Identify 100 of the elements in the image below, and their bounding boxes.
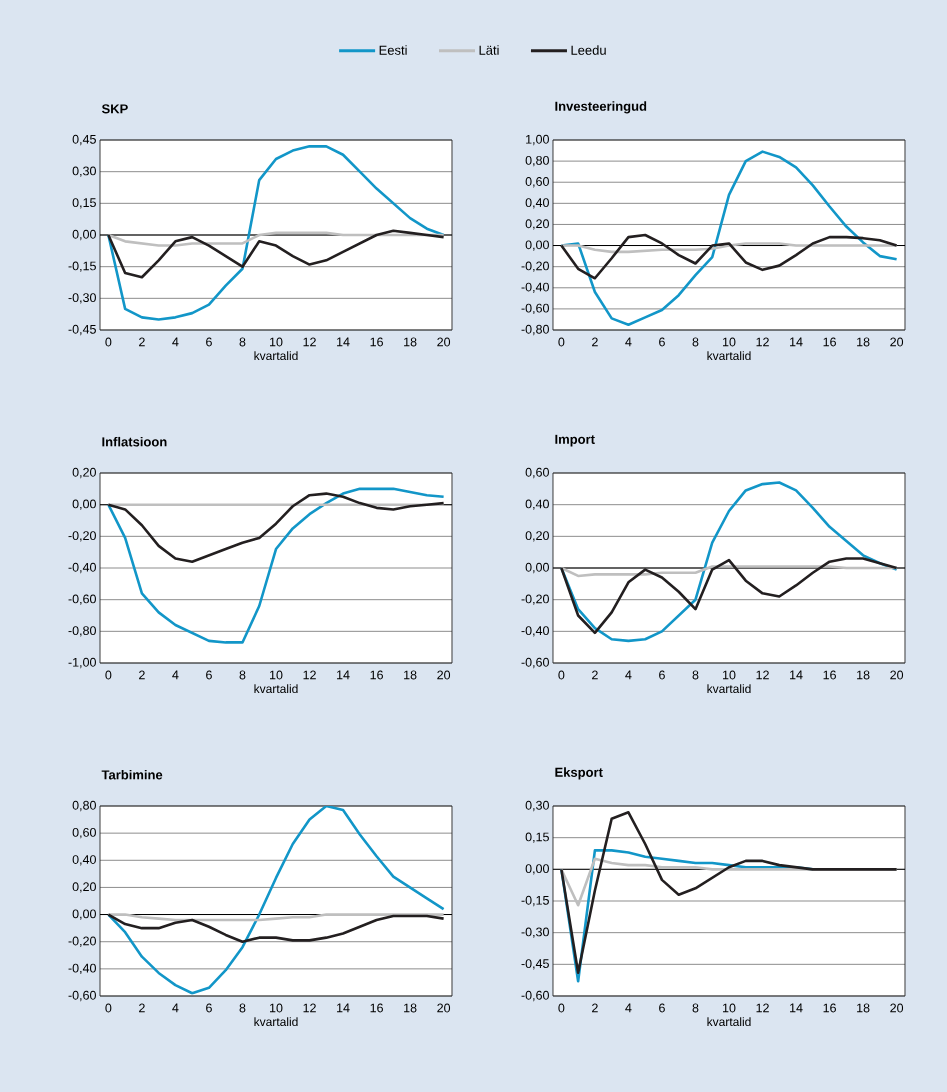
x-tick-label: 12: [303, 670, 316, 680]
y-tick-label: -0,15: [521, 895, 549, 907]
x-tick-label: 20: [890, 670, 904, 680]
x-tick-label: 6: [659, 1003, 665, 1013]
x-tick-label: 14: [337, 337, 350, 347]
x-tick-label: 4: [625, 670, 632, 680]
x-tick-label: 8: [692, 670, 699, 680]
y-tick-label: 0,60: [525, 467, 549, 479]
x-tick-label: 2: [592, 670, 598, 680]
x-tick-label: 2: [139, 337, 145, 347]
x-tick-label: 18: [404, 1003, 417, 1013]
x-tick-label: 4: [625, 337, 632, 347]
x-tick-label: 10: [723, 670, 736, 680]
x-tick-label: 18: [857, 337, 870, 347]
x-tick-label: 4: [172, 670, 179, 680]
x-tick-label: 12: [303, 1003, 316, 1013]
y-tick-label: 0,45: [72, 134, 96, 146]
y-tick-label: -0,60: [521, 657, 549, 669]
y-tick-label: -0,40: [68, 562, 96, 574]
y-tick-label: 0,30: [525, 800, 549, 812]
y-tick-label: 0,30: [72, 166, 96, 177]
y-tick-label: -0,15: [68, 261, 96, 272]
x-tick-label: 2: [592, 1003, 598, 1013]
x-tick-label: 20: [437, 1003, 451, 1013]
y-tick-label: 0,00: [525, 240, 549, 251]
x-tick-label: 16: [370, 337, 383, 347]
x-tick-label: 20: [437, 670, 451, 680]
x-tick-label: 2: [139, 1003, 145, 1013]
x-tick-label: 16: [823, 670, 836, 680]
x-tick-label: 12: [756, 337, 769, 347]
x-tick-label: 8: [239, 337, 246, 347]
y-tick-label: -0,20: [521, 594, 549, 605]
x-tick-label: 20: [890, 337, 904, 347]
y-tick-label: 0,00: [525, 864, 549, 875]
x-tick-label: 8: [239, 670, 246, 680]
legend-label: Leedu: [571, 45, 606, 55]
x-axis-title: kvartalid: [707, 351, 751, 361]
x-tick-label: 14: [790, 670, 803, 680]
y-tick-label: 1,00: [526, 134, 549, 146]
y-tick-label: -0,40: [521, 282, 549, 293]
y-tick-label: 0,00: [525, 562, 549, 574]
y-tick-label: -0,45: [68, 324, 96, 336]
y-tick-label: -0,20: [68, 936, 96, 947]
y-tick-label: 0,20: [525, 531, 549, 542]
x-tick-label: 0: [558, 1003, 565, 1013]
y-tick-label: 0,40: [525, 499, 549, 510]
x-tick-label: 18: [857, 670, 870, 680]
x-tick-label: 4: [625, 1003, 632, 1013]
x-axis-title: kvartalid: [707, 1017, 751, 1027]
x-tick-label: 14: [337, 1003, 350, 1013]
y-tick-label: -0,80: [68, 626, 96, 637]
chart-title: Investeeringud: [555, 101, 647, 114]
x-tick-label: 4: [172, 337, 179, 347]
y-tick-label: -0,40: [521, 626, 549, 637]
y-tick-label: 0,20: [72, 467, 96, 479]
x-tick-label: 2: [139, 670, 145, 680]
legend-label: Läti: [479, 45, 499, 55]
x-tick-label: 0: [558, 670, 565, 680]
x-axis-title: kvartalid: [707, 684, 751, 694]
x-tick-label: 8: [692, 1003, 699, 1013]
x-tick-label: 16: [823, 337, 836, 347]
x-tick-label: 14: [790, 337, 803, 347]
x-tick-label: 18: [404, 670, 417, 680]
chart-title: Tarbimine: [101, 769, 163, 780]
y-tick-label: 0,40: [72, 855, 96, 866]
y-tick-label: -0,80: [521, 324, 549, 336]
x-tick-label: 14: [790, 1003, 803, 1013]
x-tick-label: 20: [890, 1003, 904, 1013]
x-tick-label: 20: [437, 337, 451, 347]
y-tick-label: 0,60: [525, 177, 549, 188]
y-tick-label: 0,15: [72, 198, 96, 209]
x-tick-label: 12: [756, 670, 769, 680]
y-tick-label: 0,00: [72, 909, 96, 920]
x-tick-label: 8: [239, 1003, 246, 1013]
y-tick-label: -0,30: [521, 927, 549, 938]
x-tick-label: 10: [723, 1003, 736, 1013]
chart-title: Eksport: [555, 767, 603, 780]
x-axis-title: kvartalid: [254, 351, 298, 361]
y-tick-label: -0,40: [68, 963, 96, 975]
x-tick-label: 12: [303, 337, 316, 347]
x-tick-label: 2: [592, 337, 598, 347]
x-tick-label: 0: [105, 670, 112, 680]
y-tick-label: 0,00: [72, 229, 96, 241]
legend-label: Eesti: [379, 45, 407, 55]
y-tick-label: -0,30: [68, 293, 96, 304]
chart-title: SKP: [101, 104, 128, 114]
chart-title: Import: [555, 434, 595, 447]
y-tick-label: 0,20: [525, 219, 549, 230]
y-tick-label: -0,20: [68, 531, 96, 542]
x-tick-label: 10: [270, 1003, 283, 1013]
x-tick-label: 10: [270, 337, 283, 347]
x-tick-label: 6: [206, 670, 212, 680]
x-tick-label: 6: [659, 670, 665, 680]
x-axis-title: kvartalid: [254, 684, 298, 694]
line-series: [560, 557, 898, 635]
y-tick-label: 0,80: [525, 155, 549, 167]
y-tick-label: 0,60: [72, 827, 96, 839]
x-tick-label: 18: [404, 337, 417, 347]
y-tick-label: -0,60: [68, 594, 96, 605]
x-tick-label: 16: [370, 670, 383, 680]
